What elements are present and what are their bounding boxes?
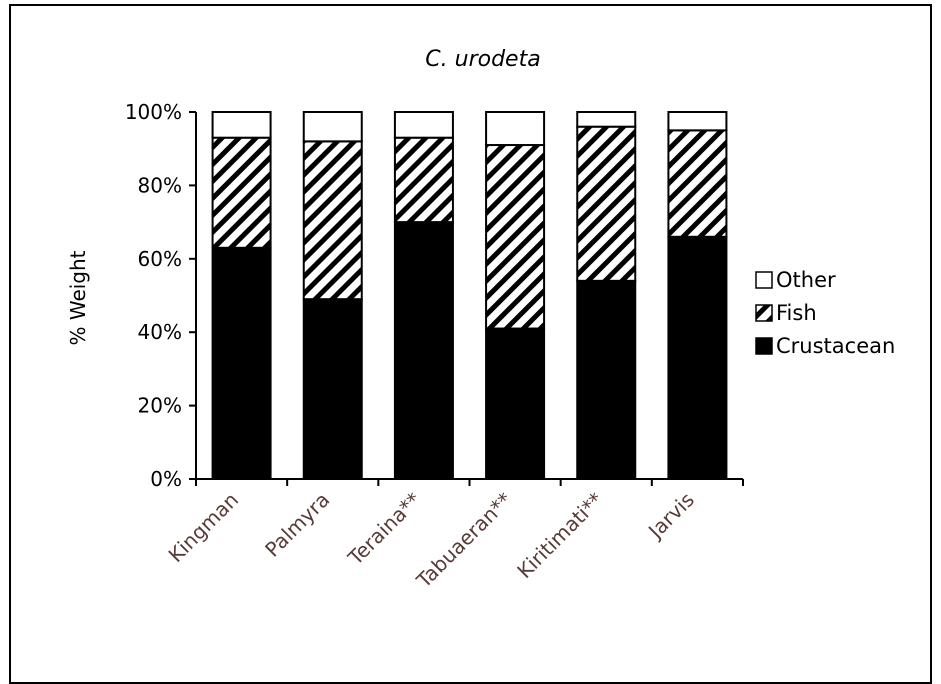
x-tick-label: Tabuaeran** — [411, 488, 517, 594]
bar-segment-fish — [393, 136, 454, 224]
y-tick-label: 80% — [138, 173, 182, 197]
bar-segment-crustacean — [393, 221, 454, 480]
y-tick-label: 100% — [125, 100, 182, 124]
bar-segment-fish — [302, 140, 363, 301]
chart-title: C. urodeta — [425, 47, 540, 72]
bar-segment-fish — [211, 136, 272, 249]
y-tick-label: 20% — [138, 394, 182, 418]
bar-segment-crustacean — [211, 246, 272, 480]
bar-segment-crustacean — [667, 235, 728, 480]
legend-label-other: Other — [776, 268, 836, 292]
chart-frame — [9, 4, 932, 684]
legend-swatch-crustacean — [755, 337, 773, 355]
bar-segment-other — [576, 111, 637, 128]
bar-segment-crustacean — [485, 327, 546, 480]
bar-segment-crustacean — [576, 279, 637, 480]
plot-area: 0% 20% 40% 60% 80% 100% Kingman Palmyra Teraina*… — [125, 100, 744, 594]
bar-segment-other — [211, 111, 272, 139]
stacked-bar-chart: C. urodeta % Weight 0% 20% 40% 60% 80% 100% Ki… — [66, 47, 895, 594]
x-tick-label: Kingman — [164, 488, 244, 568]
legend: Other Fish Crustacean — [755, 268, 895, 358]
bar-segment-other — [302, 111, 363, 143]
legend-swatch-fish — [755, 304, 773, 322]
bar-segment-other — [485, 111, 546, 147]
bar-segment-other — [667, 111, 728, 132]
x-tick-label: Teraina** — [343, 488, 426, 571]
y-tick-label: 40% — [138, 320, 182, 344]
y-tick-label: 60% — [138, 247, 182, 271]
legend-swatch-other — [755, 271, 773, 289]
bar-segment-other — [393, 111, 454, 139]
bar-segment-fish — [667, 129, 728, 238]
legend-label-fish: Fish — [776, 301, 817, 325]
y-tick-label: 0% — [150, 467, 182, 491]
bar-segment-crustacean — [302, 298, 363, 481]
x-tick-label: Palmyra — [260, 488, 334, 562]
bar-segment-fish — [576, 125, 637, 282]
x-tick-label: Jarvis — [642, 488, 699, 545]
legend-label-crustacean: Crustacean — [776, 334, 895, 358]
y-axis-label: % Weight — [66, 250, 90, 345]
x-tick-label: Kiritimati** — [512, 488, 607, 583]
bar-segment-fish — [485, 144, 546, 330]
